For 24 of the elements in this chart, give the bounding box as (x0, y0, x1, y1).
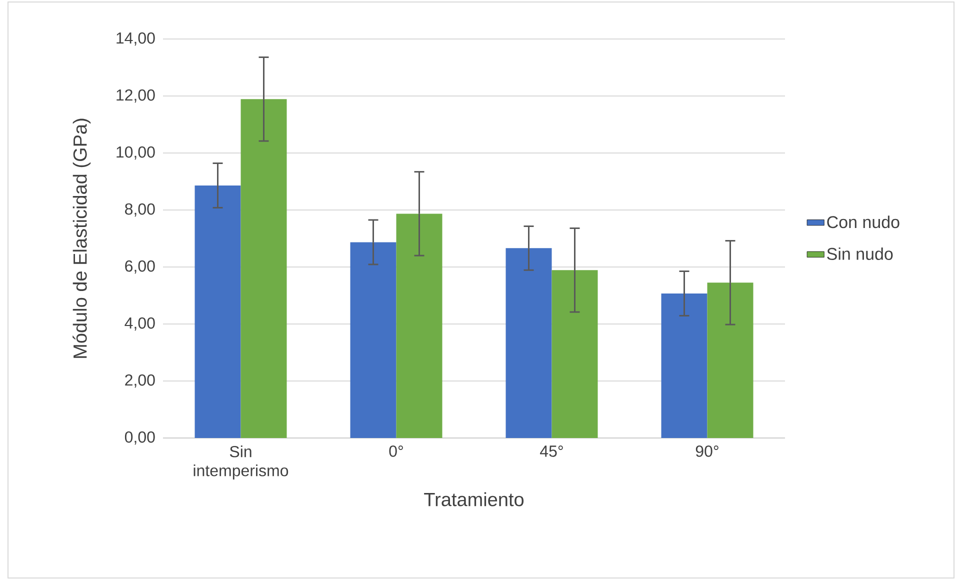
legend-label: Con nudo (827, 216, 900, 228)
x-tick-label: 0° (389, 446, 403, 457)
bar (396, 214, 442, 438)
bar (661, 293, 708, 438)
x-tick-label: 45° (540, 446, 563, 457)
bar (552, 270, 598, 438)
bar (240, 99, 287, 438)
y-tick-label: 12,00 (116, 89, 155, 103)
bar (506, 248, 552, 438)
y-tick-label: 10,00 (116, 146, 155, 160)
y-axis-title: Módulo de Elasticidad (GPa) (72, 118, 91, 358)
x-tick-label: Sin intemperismo (194, 446, 288, 480)
y-tick-label: 14,00 (116, 32, 155, 46)
y-tick-label: 6,00 (125, 260, 155, 274)
y-tick-label: 0,00 (124, 431, 155, 445)
y-tick-label: 2,00 (125, 374, 155, 388)
x-axis-title: Tratamiento (424, 492, 524, 506)
bar (350, 242, 396, 438)
y-tick-label: 4,00 (124, 317, 155, 331)
y-tick-label: 8,00 (125, 203, 155, 217)
x-tick-label: 90° (696, 446, 718, 457)
legend-label: Sin nudo (827, 247, 893, 260)
bar (707, 282, 754, 438)
bar (194, 185, 241, 438)
